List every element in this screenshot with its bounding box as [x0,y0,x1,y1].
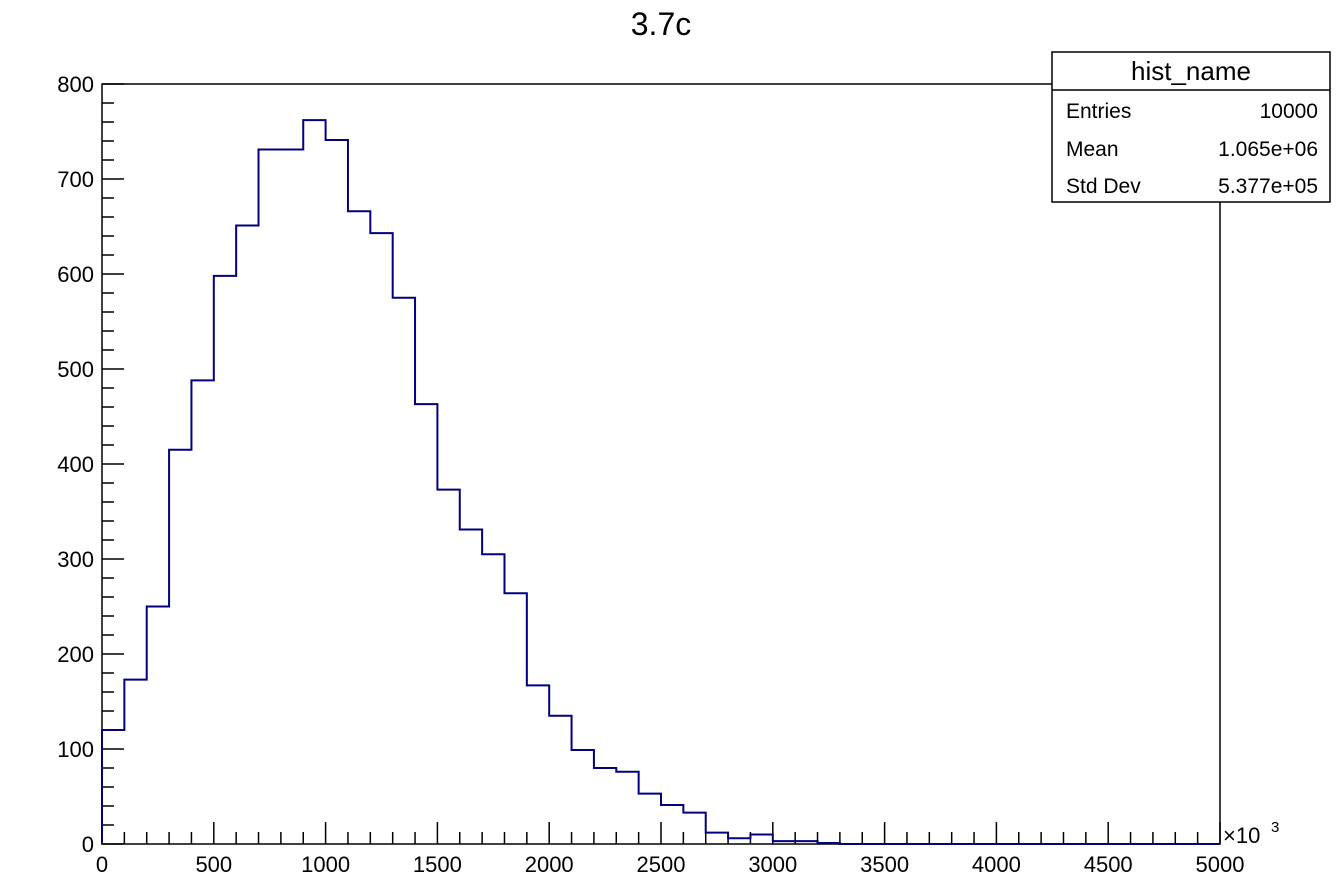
stats-stddev-value: 5.377e+05 [1218,175,1318,198]
x-multiplier-exponent: 3 [1271,819,1279,836]
x-tick-label: 0 [96,852,108,877]
histogram-outline [101,119,1220,845]
y-tick-label: 500 [57,357,94,382]
x-tick-label: 4000 [972,852,1021,877]
y-tick-label: 0 [82,832,94,857]
stats-entries-label: Entries [1066,100,1131,123]
y-tick-label: 300 [57,547,94,572]
x-tick-label: 500 [195,852,232,877]
x-tick-label: 3500 [860,852,909,877]
x-tick-label: 2500 [637,852,686,877]
y-tick-label: 700 [57,167,94,192]
y-tick-label: 800 [57,72,94,97]
stats-box-frame [1051,51,1331,203]
stats-entries-value: 10000 [1260,100,1318,123]
stats-mean-label: Mean [1066,138,1119,161]
x-tick-label: 1500 [413,852,462,877]
y-tick-label: 400 [57,452,94,477]
x-tick-label: 3000 [748,852,797,877]
x-axis: 0 500 1000 1500 2000 2500 3000 3500 4000 4500 5000 [96,822,1245,877]
y-tick-label: 600 [57,262,94,287]
stats-title: hist_name [1131,56,1251,86]
x-tick-label: 4500 [1084,852,1133,877]
x-multiplier-label: ×10 [1223,823,1260,848]
x-tick-label: 2000 [525,852,574,877]
y-axis: 0 100 200 300 400 500 600 700 800 [57,72,124,857]
x-tick-label: 5000 [1196,852,1245,877]
stats-mean-value: 1.065e+06 [1218,138,1318,161]
stats-stddev-label: Std Dev [1066,175,1141,198]
chart-title: 3.7c [631,6,691,42]
y-tick-label: 200 [57,642,94,667]
stats-box: hist_name Entries 10000 Mean 1.065e+06 S… [1051,51,1331,203]
x-axis-multiplier: ×10 3 [1223,819,1279,848]
y-tick-label: 100 [57,737,94,762]
x-tick-label: 1000 [301,852,350,877]
